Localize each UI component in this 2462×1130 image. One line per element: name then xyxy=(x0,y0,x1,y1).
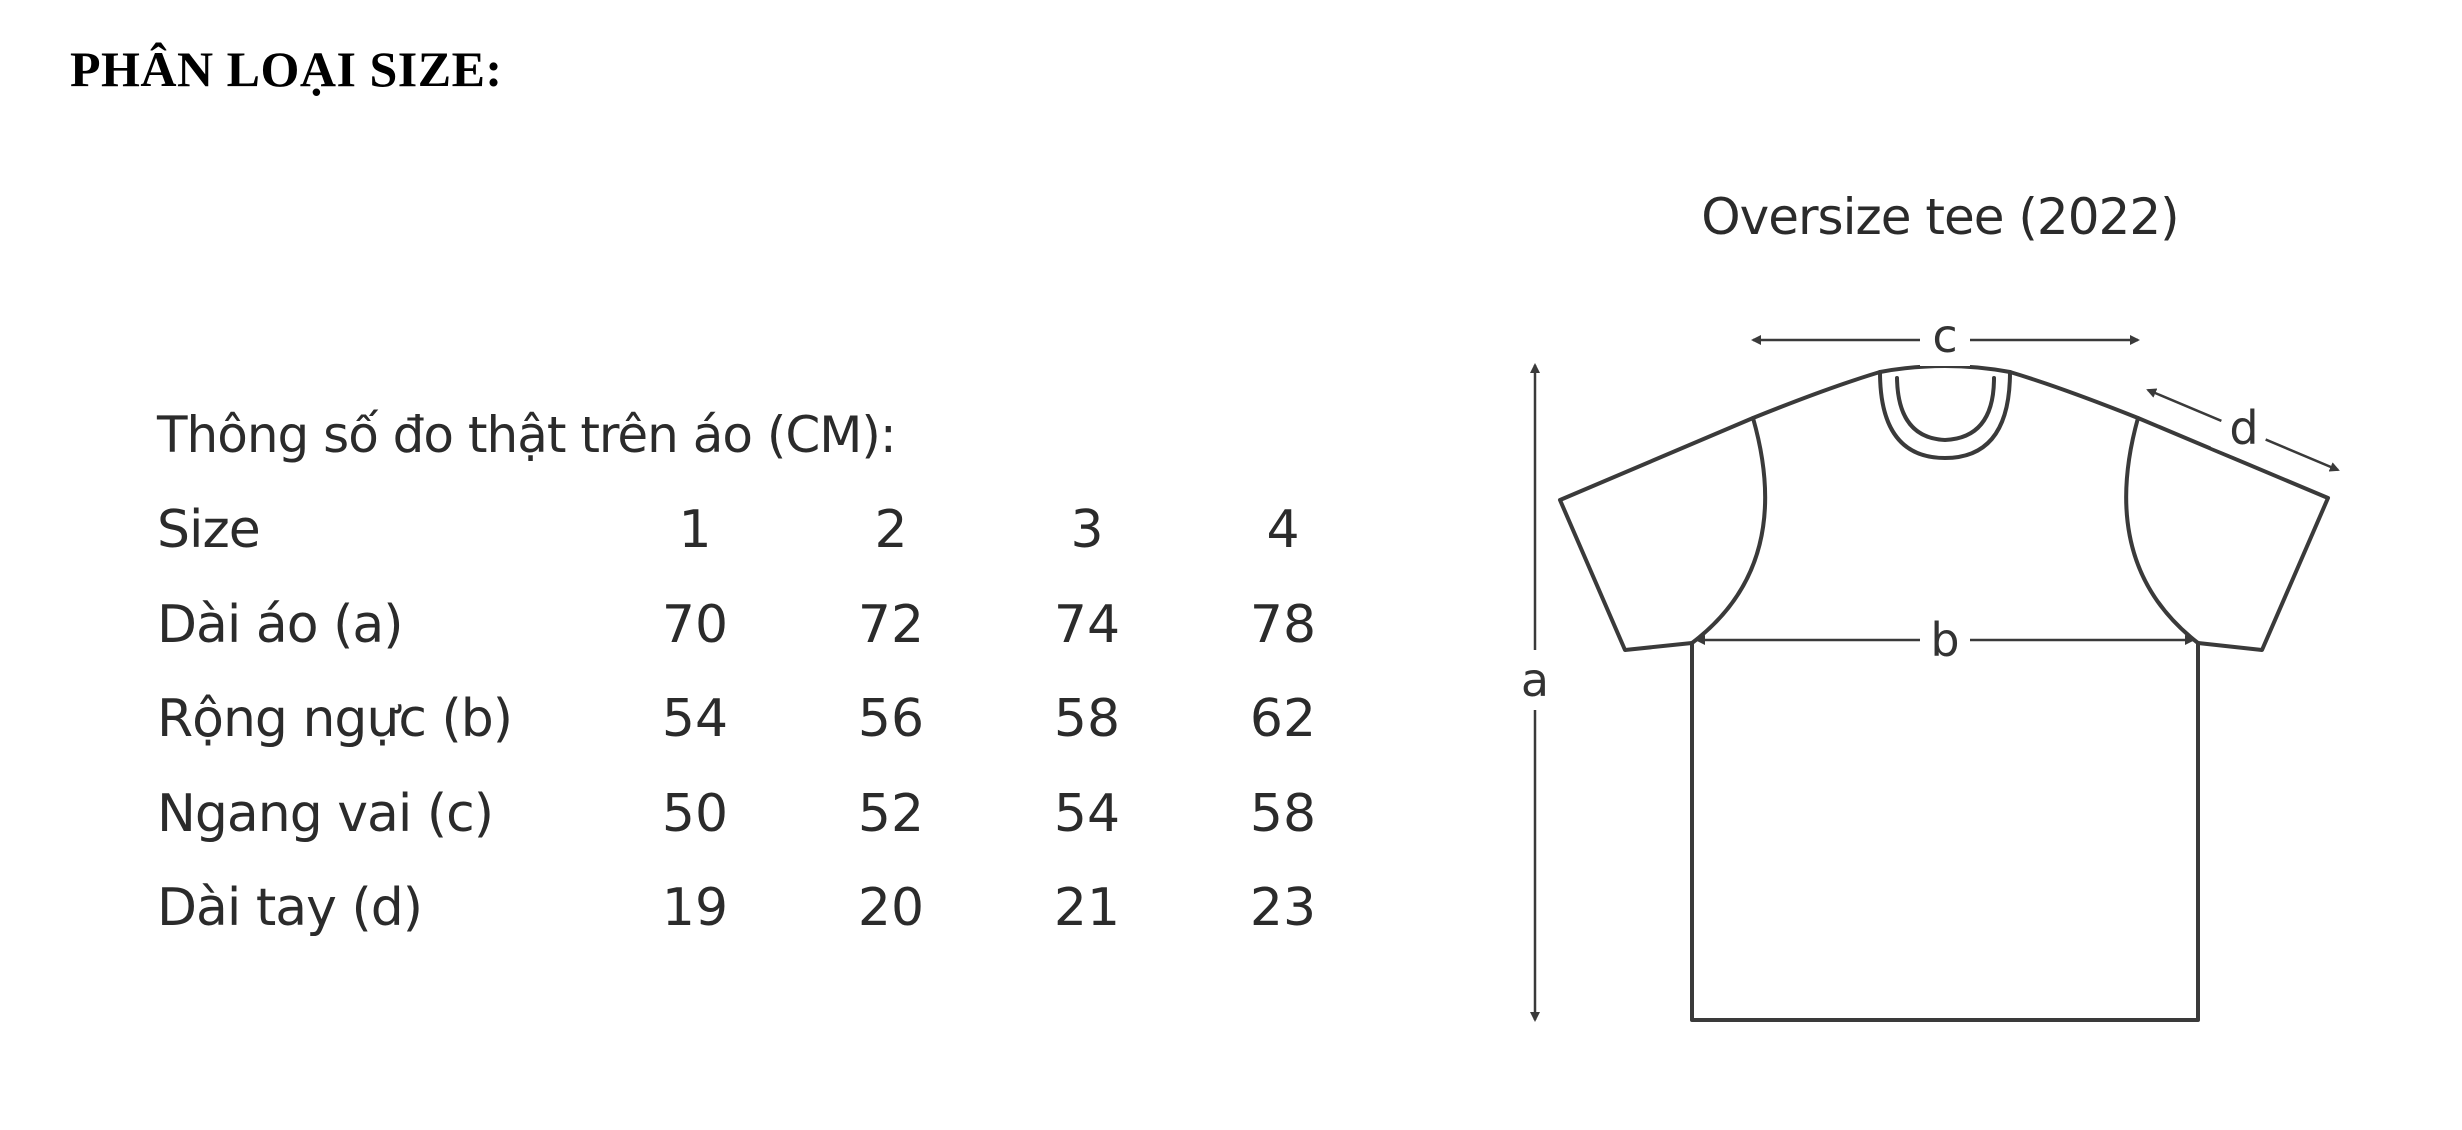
table-caption: Thông số đo thật trên áo (CM): xyxy=(157,406,897,464)
table-cell: 20 xyxy=(857,878,925,938)
row-label: Dài áo (a) xyxy=(157,594,404,655)
page-heading: PHÂN LOẠI SIZE: xyxy=(70,41,503,97)
header-size-3: 3 xyxy=(1070,500,1104,560)
figure-title: Oversize tee (2022) xyxy=(1701,188,2179,246)
dimension-b-label: b xyxy=(1930,613,1959,667)
dimension-b: b xyxy=(1695,608,2195,672)
size-table: Size 1 2 3 4 Dài áo (a) 70 72 74 78 Rộng… xyxy=(157,483,1381,956)
table-cell: 62 xyxy=(1249,689,1317,749)
header-size-4: 4 xyxy=(1266,500,1300,560)
header-size-1: 1 xyxy=(678,500,712,560)
row-label: Dài tay (d) xyxy=(157,878,423,938)
table-cell: 54 xyxy=(1053,783,1121,844)
table-cell: 56 xyxy=(857,689,925,749)
table-cell: 70 xyxy=(661,594,729,655)
tshirt-outline xyxy=(1558,364,2330,1022)
row-label: Ngang vai (c) xyxy=(157,783,494,844)
table-cell: 58 xyxy=(1249,783,1317,844)
table-cell: 78 xyxy=(1249,594,1317,655)
dimension-c-label: c xyxy=(1932,309,1957,363)
row-label: Rộng ngực (b) xyxy=(157,689,513,749)
table-row: Dài áo (a) 70 72 74 78 xyxy=(157,578,1381,673)
dimension-c: c xyxy=(1751,309,2140,366)
dimension-d: d xyxy=(2146,388,2340,472)
tshirt-figure: Oversize tee (2022) a xyxy=(1500,160,2380,1060)
table-row: Dài tay (d) 19 20 21 23 xyxy=(157,861,1381,956)
dimension-a-label: a xyxy=(1521,653,1549,707)
table-cell: 52 xyxy=(857,783,925,844)
dimension-a: a xyxy=(1515,363,1555,1022)
table-header-row: Size 1 2 3 4 xyxy=(157,483,1381,578)
table-cell: 54 xyxy=(661,689,729,749)
table-row: Rộng ngực (b) 54 56 58 62 xyxy=(157,672,1381,767)
table-cell: 72 xyxy=(857,594,925,655)
tshirt-diagram: a b c d xyxy=(1515,309,2340,1022)
table-cell: 21 xyxy=(1053,878,1121,938)
table-cell: 19 xyxy=(661,878,729,938)
dimension-d-label: d xyxy=(2229,401,2258,455)
header-size-2: 2 xyxy=(874,500,908,560)
header-size-label: Size xyxy=(157,500,261,560)
table-row: Ngang vai (c) 50 52 54 58 xyxy=(157,767,1381,862)
table-cell: 58 xyxy=(1053,689,1121,749)
table-cell: 23 xyxy=(1249,878,1317,938)
table-cell: 50 xyxy=(661,783,729,844)
table-cell: 74 xyxy=(1053,594,1121,655)
